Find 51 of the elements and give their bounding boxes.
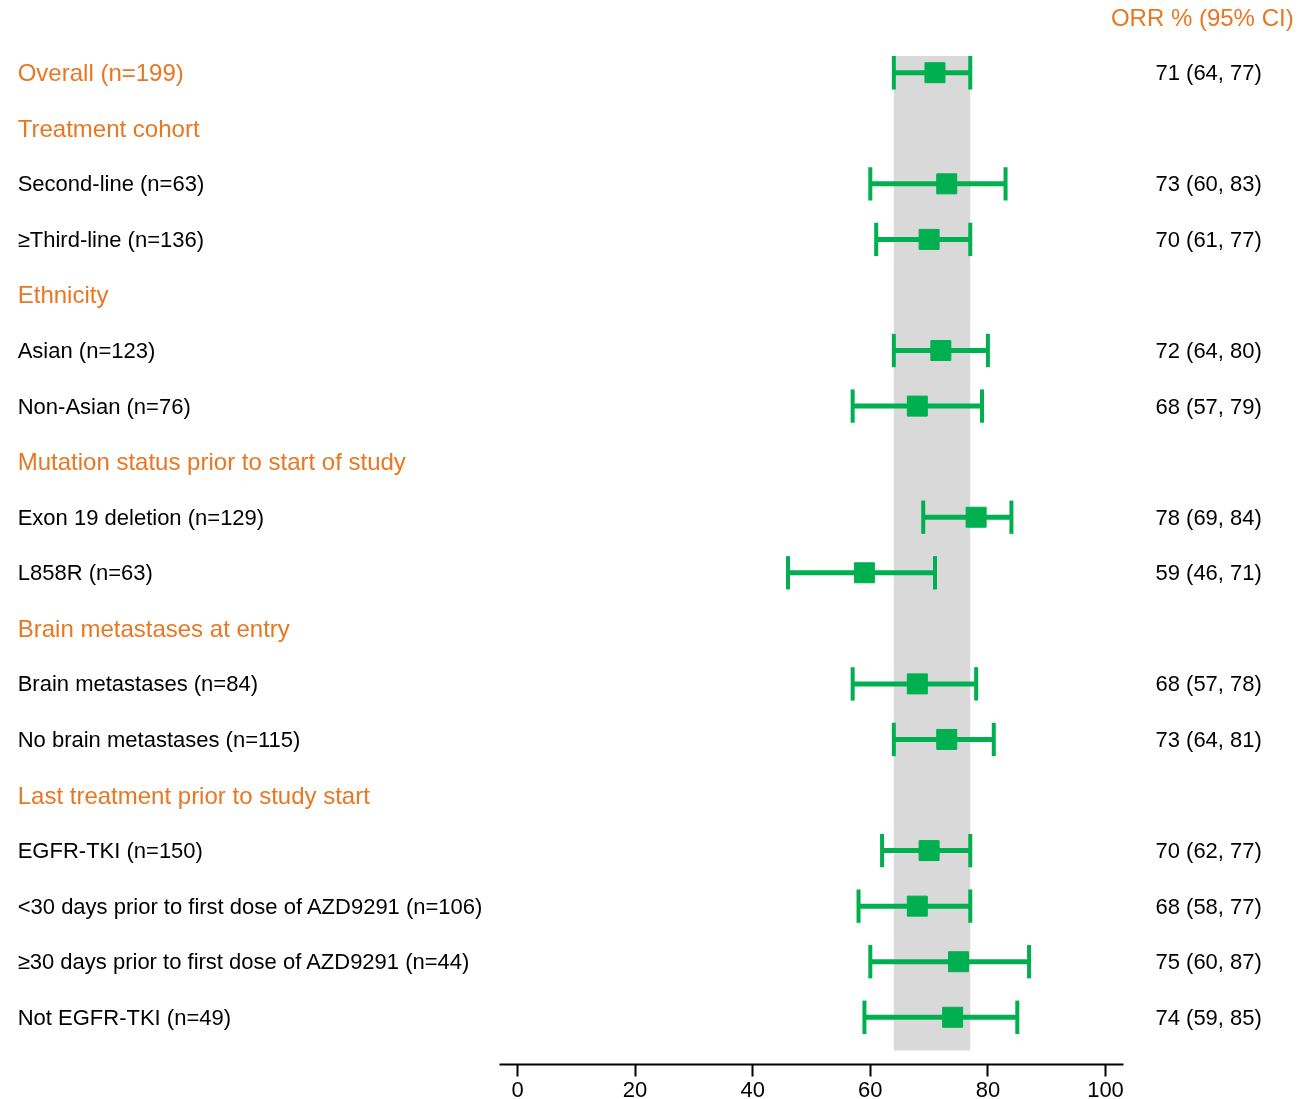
point	[936, 728, 958, 750]
y-tick-label: Treatment cohort	[17, 114, 200, 142]
x-tick-label: 80	[975, 1076, 1001, 1099]
y-tick-label: Brain metastases (n=84)	[17, 671, 258, 697]
data-label: 70 (61, 77)	[1155, 226, 1262, 252]
point	[965, 506, 987, 528]
y-tick-label: Non-Asian (n=76)	[17, 393, 191, 419]
y-tick-label: L858R (n=63)	[17, 560, 153, 586]
data-label: 70 (62, 77)	[1155, 838, 1262, 864]
y-tick-label: Mutation status prior to start of study	[17, 448, 406, 476]
text: ORR % (95% CI)	[1110, 3, 1294, 31]
y-tick-label: Brain metastases at entry	[17, 614, 290, 642]
data-label: 73 (64, 81)	[1155, 726, 1262, 752]
data-label: 68 (58, 77)	[1155, 893, 1262, 919]
point	[918, 228, 940, 250]
y-tick-label: Overall (n=199)	[17, 59, 184, 87]
x-tick-label: 40	[740, 1076, 765, 1099]
data-label: 78 (69, 84)	[1155, 504, 1262, 530]
data-label: 71 (64, 77)	[1155, 60, 1262, 86]
x-tick-label: 0	[511, 1076, 524, 1099]
x-tick-label: 20	[622, 1076, 648, 1099]
data-label: 74 (59, 85)	[1155, 1004, 1262, 1030]
point	[924, 62, 946, 84]
data-label: 59 (46, 71)	[1155, 560, 1262, 586]
point	[906, 895, 928, 917]
point	[906, 673, 928, 695]
data-label: 72 (64, 80)	[1155, 338, 1262, 364]
y-tick-label: Last treatment prior to study start	[17, 781, 371, 809]
y-tick-label: No brain metastases (n=115)	[17, 726, 301, 752]
point	[853, 562, 875, 584]
data-label: 68 (57, 79)	[1155, 393, 1262, 419]
x-tick-label: 60	[858, 1076, 883, 1099]
y-tick-label: Asian (n=123)	[17, 338, 156, 364]
data-label: 73 (60, 83)	[1155, 171, 1262, 197]
x-tick-label: 100	[1087, 1076, 1124, 1099]
point	[936, 173, 958, 195]
point	[906, 395, 928, 417]
y-tick-label: EGFR-TKI (n=150)	[17, 838, 203, 864]
point	[942, 1006, 964, 1028]
y-tick-label: Exon 19 deletion (n=129)	[17, 504, 265, 530]
y-tick-label: Ethnicity	[17, 281, 109, 309]
point	[918, 840, 940, 862]
data-label: 75 (60, 87)	[1155, 949, 1262, 975]
y-tick-label: Not EGFR-TKI (n=49)	[17, 1004, 232, 1030]
point	[930, 340, 952, 362]
y-tick-label: ≥Third-line (n=136)	[17, 226, 205, 252]
data-label: 68 (57, 78)	[1155, 671, 1262, 697]
y-tick-label: ≥30 days prior to first dose of AZD9291 (n=44)	[17, 949, 470, 975]
y-tick-label: <30 days prior to first dose of AZD9291 (n=106)	[17, 893, 483, 919]
y-tick-label: Second-line (n=63)	[17, 171, 205, 197]
point	[948, 951, 969, 973]
